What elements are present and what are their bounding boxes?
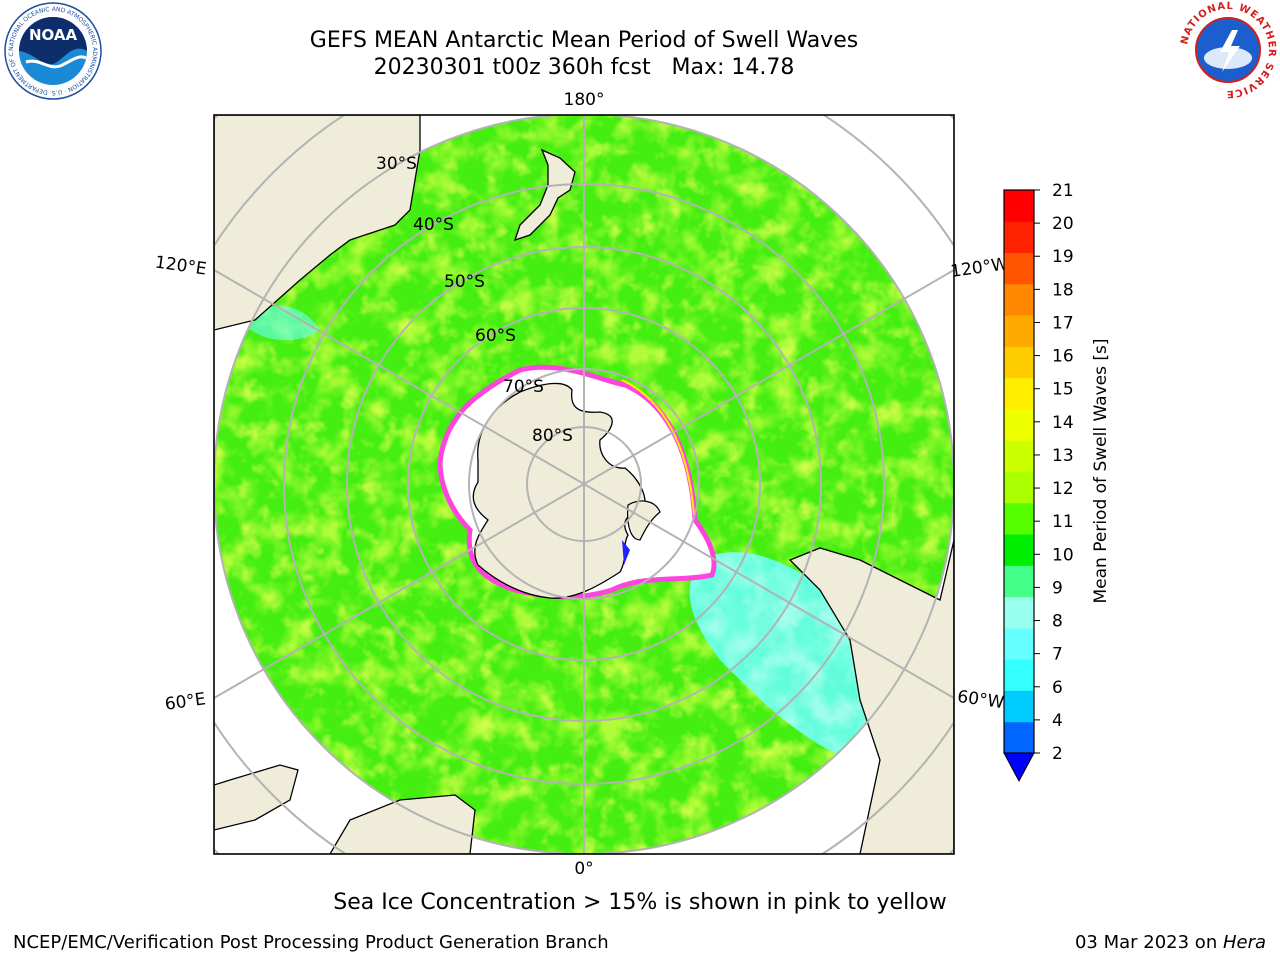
nws-logo: NATIONAL WEATHER SERVICE bbox=[1179, 1, 1276, 99]
colorbar-segment bbox=[1004, 502, 1034, 535]
lat-label-50: 50°S bbox=[444, 272, 485, 292]
colorbar-tick-label: 11 bbox=[1052, 512, 1074, 532]
footer-date: 03 Mar 2023 on Hera bbox=[1075, 932, 1266, 953]
map-area: 30°S 40°S 50°S 60°S 70°S 80°S bbox=[214, 115, 954, 854]
lat-label-80: 80°S bbox=[532, 426, 573, 446]
colorbar-tick-label: 8 bbox=[1052, 612, 1063, 632]
colorbar-tick-label: 6 bbox=[1052, 678, 1063, 698]
ice-shelf-blue bbox=[622, 540, 630, 565]
colorbar-tick-label: 15 bbox=[1052, 380, 1074, 400]
colorbar-tick-label: 18 bbox=[1052, 280, 1074, 300]
noaa-logo: NATIONAL OCEANIC AND ATMOSPHERIC ADMINIS… bbox=[2, 2, 102, 100]
lon-label-60e: 60°E bbox=[164, 689, 207, 714]
colorbar-segment bbox=[1004, 377, 1034, 410]
lat-label-60: 60°S bbox=[475, 326, 516, 346]
colorbar-segment bbox=[1004, 471, 1034, 504]
colorbar-tick-label: 13 bbox=[1052, 446, 1074, 466]
colorbar: 21 20 19 18 17 16 15 14 13 12 11 10 9 8 7 6 4 2 bbox=[1003, 181, 1074, 783]
lat-label-70: 70°S bbox=[503, 377, 544, 397]
colorbar-tick-label: 2 bbox=[1052, 744, 1063, 764]
colorbar-tick-label: 16 bbox=[1052, 347, 1074, 367]
colorbar-segment bbox=[1004, 252, 1034, 285]
colorbar-segment bbox=[1004, 659, 1034, 691]
new-zealand-land bbox=[513, 148, 576, 242]
colorbar-segment bbox=[1004, 221, 1034, 254]
colorbar-segment bbox=[1004, 283, 1034, 316]
lat-label-30: 30°S bbox=[376, 154, 417, 174]
colorbar-tick-label: 21 bbox=[1052, 181, 1074, 201]
colorbar-segment bbox=[1004, 534, 1034, 566]
lon-label-60w: 60°W bbox=[956, 687, 1005, 713]
colorbar-tick-label: 9 bbox=[1052, 578, 1063, 598]
cyan-region-texture bbox=[689, 552, 869, 760]
colorbar-label: Mean Period of Swell Waves [s] bbox=[1091, 339, 1111, 604]
colorbar-tick-label: 10 bbox=[1052, 545, 1074, 565]
colorbar-tick-label: 12 bbox=[1052, 479, 1074, 499]
colorbar-segment bbox=[1004, 721, 1034, 754]
colorbar-segment bbox=[1004, 565, 1034, 598]
colorbar-segment bbox=[1004, 596, 1034, 629]
lon-label-180: 180° bbox=[564, 90, 605, 110]
map-frame bbox=[213, 114, 955, 855]
footer-date-text: 03 Mar 2023 on bbox=[1074, 932, 1223, 953]
sea-ice-note: Sea Ice Concentration > 15% is shown in … bbox=[333, 890, 947, 915]
colorbar-segment bbox=[1004, 440, 1034, 472]
lon-label-120e: 120°E bbox=[154, 253, 208, 280]
graticule bbox=[214, 115, 954, 854]
chart-title: GEFS MEAN Antarctic Mean Period of Swell… bbox=[309, 28, 859, 53]
lat-label-40: 40°S bbox=[413, 215, 454, 235]
footer-host: Hera bbox=[1222, 932, 1266, 953]
colorbar-segment bbox=[1004, 346, 1034, 379]
colorbar-segment bbox=[1004, 627, 1034, 660]
colorbar-tick-label: 20 bbox=[1052, 214, 1074, 234]
colorbar-frame bbox=[1003, 189, 1035, 754]
colorbar-segment bbox=[1004, 190, 1034, 222]
lon-label-120w: 120°W bbox=[949, 254, 1009, 282]
colorbar-tick-label: 14 bbox=[1052, 413, 1074, 433]
footer-credit: NCEP/EMC/Verification Post Processing Pr… bbox=[13, 932, 609, 953]
colorbar-tick-label: 7 bbox=[1052, 645, 1063, 665]
madagascar-land bbox=[214, 764, 299, 831]
ice-edge-yellow bbox=[621, 379, 695, 516]
colorbar-tick-label: 4 bbox=[1052, 711, 1063, 731]
lon-label-0: 0° bbox=[574, 859, 593, 879]
noaa-logo-text: NOAA bbox=[29, 26, 78, 44]
colorbar-segment bbox=[1004, 408, 1034, 441]
colorbar-under-arrow bbox=[1003, 752, 1035, 783]
chart-subtitle: 20230301 t00z 360h fcst Max: 14.78 bbox=[373, 55, 795, 80]
antarctic-peninsula bbox=[627, 500, 661, 541]
colorbar-segment bbox=[1004, 690, 1034, 723]
colorbar-tick-label: 19 bbox=[1052, 247, 1074, 267]
colorbar-tick-label: 17 bbox=[1052, 313, 1074, 333]
latitude-labels: 30°S 40°S 50°S 60°S 70°S 80°S bbox=[376, 154, 573, 446]
colorbar-segment bbox=[1004, 315, 1034, 347]
